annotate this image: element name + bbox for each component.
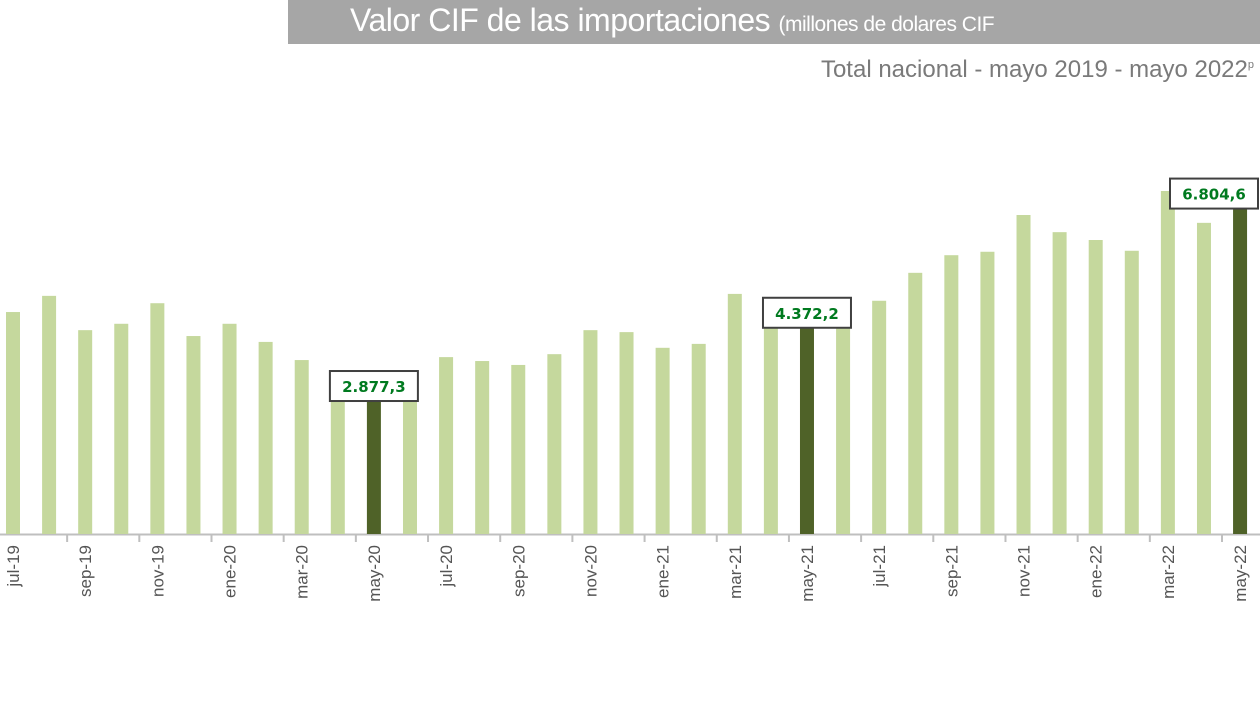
- bar-may-22: [1233, 200, 1248, 535]
- bar-abr-22: [1196, 222, 1211, 534]
- bar-may-20: [366, 393, 381, 534]
- bar-mar-21: [727, 293, 742, 534]
- title-unit: (millones de dolares CIF: [778, 13, 995, 36]
- data-label-may-21: 4.372,2: [775, 305, 839, 323]
- bar-sep-21: [944, 255, 959, 534]
- bar-nov-20: [583, 330, 598, 534]
- x-tick-label: sep-21: [942, 545, 961, 597]
- bar-ago-19: [42, 295, 57, 534]
- subtitle-text: Total nacional - mayo 2019 - mayo 2022: [820, 56, 1248, 83]
- bar-feb-20: [258, 341, 273, 534]
- data-label-box-may-20: [328, 370, 419, 403]
- bar-nov-19: [150, 303, 165, 534]
- bar-abr-20: [330, 383, 345, 534]
- data-label-may-20: 2.877,3: [342, 378, 406, 396]
- bar-ago-21: [908, 272, 923, 534]
- chart-title: Valor CIF de las importaciones (millones…: [350, 2, 995, 39]
- bar-oct-21: [980, 251, 995, 534]
- bar-jul-21: [872, 300, 887, 534]
- x-tick-label: jul-19: [4, 545, 23, 588]
- title-text: Valor CIF de las importaciones: [350, 2, 771, 38]
- bar-sep-20: [511, 364, 526, 534]
- data-label-may-22: 6.804,6: [1182, 186, 1246, 204]
- bar-jul-20: [439, 357, 454, 534]
- x-tick-label: nov-21: [1015, 545, 1034, 597]
- bar-mar-20: [294, 360, 309, 534]
- x-tick-label: may-22: [1231, 545, 1250, 602]
- x-tick-label: jul-20: [437, 545, 456, 588]
- bar-jun-21: [836, 306, 851, 534]
- x-tick-label: may-21: [798, 545, 817, 602]
- bar-may-21: [799, 319, 814, 534]
- bar-abr-21: [763, 305, 778, 534]
- bar-mar-22: [1160, 191, 1175, 534]
- x-tick-label: mar-21: [726, 545, 745, 599]
- x-tick-label: nov-19: [148, 545, 167, 597]
- bar-oct-19: [114, 323, 129, 534]
- bar-ene-21: [655, 347, 670, 534]
- bar-ago-20: [475, 361, 490, 534]
- bar-oct-20: [547, 354, 562, 534]
- x-tick-label: ene-22: [1087, 545, 1106, 598]
- bar-jun-20: [402, 372, 417, 534]
- x-tick-label: sep-20: [509, 545, 528, 597]
- bar-dic-20: [619, 332, 634, 534]
- bar-jul-19: [6, 312, 20, 534]
- bar-sep-19: [78, 330, 93, 534]
- subtitle-superscript: p: [1247, 59, 1254, 71]
- title-bar: Valor CIF de las importaciones (millones…: [288, 0, 1260, 44]
- bar-ene-20: [222, 323, 237, 534]
- bar-dic-19: [186, 336, 201, 534]
- x-tick-label: sep-19: [76, 545, 95, 597]
- x-tick-label: ene-20: [221, 545, 240, 598]
- data-label-box-may-22: [1169, 177, 1259, 210]
- bar-feb-21: [691, 343, 706, 534]
- bar-ene-22: [1088, 240, 1103, 534]
- x-tick-label: mar-20: [293, 545, 312, 599]
- data-label-box-may-21: [761, 296, 852, 329]
- bar-nov-21: [1016, 215, 1031, 534]
- x-tick-label: nov-20: [581, 545, 600, 597]
- x-tick-label: ene-21: [654, 545, 673, 598]
- x-tick-label: mar-22: [1159, 545, 1178, 599]
- chart-subtitle: Total nacional - mayo 2019 - mayo 2022p: [821, 56, 1254, 84]
- bar-feb-22: [1124, 250, 1139, 534]
- x-tick-label: may-20: [365, 545, 384, 602]
- x-tick-label: jul-21: [870, 545, 889, 588]
- bar-dic-21: [1052, 232, 1067, 534]
